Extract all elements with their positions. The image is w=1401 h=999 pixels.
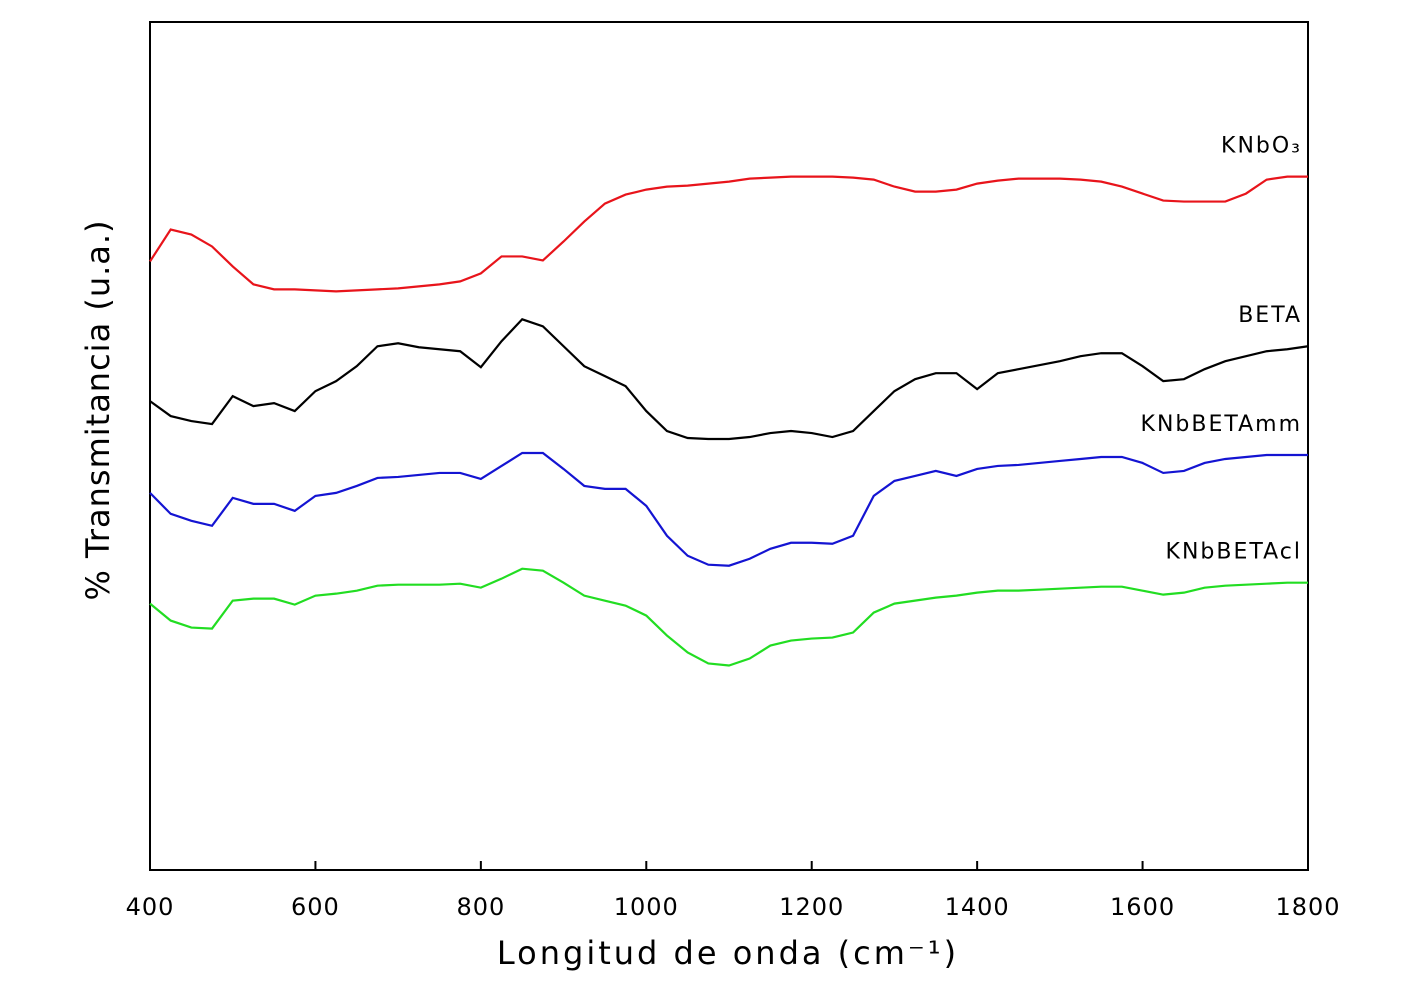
x-tick-label: 400 <box>126 893 175 921</box>
series-line <box>149 451 1308 567</box>
y-axis-label: % Transmitancia (u.a.) <box>79 219 117 600</box>
series-line <box>149 567 1308 667</box>
series-line <box>149 175 1308 293</box>
series-label: KNbO₃ <box>1221 134 1302 159</box>
series-label: KNbBETAmm <box>1141 412 1302 437</box>
x-tick-label: 1000 <box>614 893 679 921</box>
x-axis-label: Longitud de onda (cm⁻¹) <box>497 934 959 972</box>
series-line <box>149 318 1309 441</box>
series-label: BETA <box>1238 303 1302 328</box>
x-tick-label: 1400 <box>945 893 1010 921</box>
x-tick-label: 1800 <box>1275 893 1340 921</box>
x-tick-label: 800 <box>456 893 505 921</box>
x-tick-label: 600 <box>291 893 340 921</box>
plot-frame <box>149 21 1309 871</box>
x-tick-label: 1200 <box>779 893 844 921</box>
series-label: KNbBETAcl <box>1166 540 1302 565</box>
x-tick-label: 1600 <box>1110 893 1175 921</box>
